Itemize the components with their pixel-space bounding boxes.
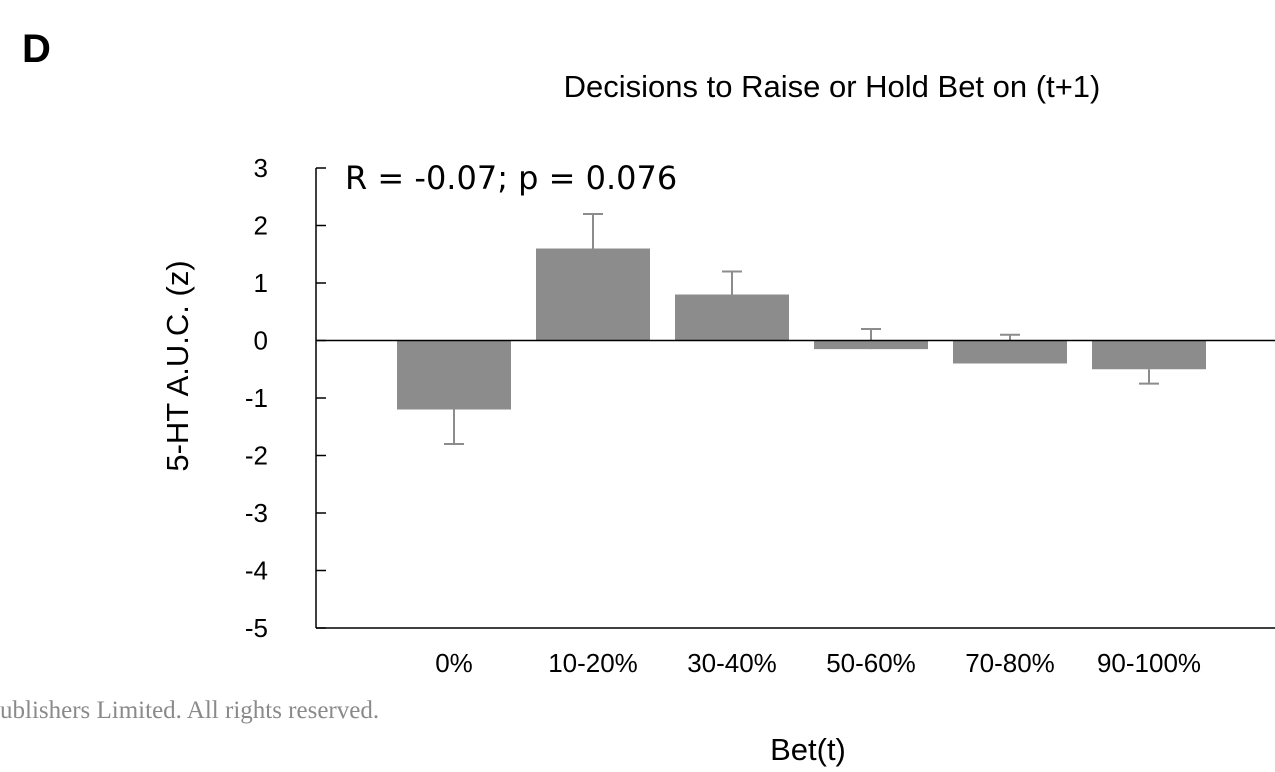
y-axis-label: 5-HT A.U.C. (z) bbox=[160, 260, 195, 471]
y-ticks-layer: 3 2 1 0 -1 -2 -3 -4 -5 bbox=[245, 153, 326, 643]
bar bbox=[397, 340, 511, 410]
chart-title: Decisions to Raise or Hold Bet on (t+1) bbox=[564, 69, 1101, 104]
y-tick-label: 2 bbox=[254, 211, 268, 241]
error-bars-layer bbox=[444, 213, 1159, 445]
y-tick-label: -4 bbox=[245, 556, 268, 586]
y-tick-label: -2 bbox=[245, 441, 268, 471]
x-tick-label: 50-60% bbox=[826, 648, 916, 678]
y-tick-label: -3 bbox=[245, 498, 268, 528]
y-tick-label: 0 bbox=[254, 326, 268, 356]
panel-label: D bbox=[22, 27, 51, 71]
x-tick-label: 90-100% bbox=[1097, 648, 1201, 678]
copyright-notice: ublishers Limited. All rights reserved. bbox=[0, 697, 379, 724]
y-tick-label: 3 bbox=[254, 153, 268, 183]
x-tick-label: 10-20% bbox=[548, 648, 638, 678]
x-tick-label: 30-40% bbox=[687, 648, 777, 678]
bar bbox=[536, 248, 650, 341]
x-ticks-layer: 0% 10-20% 30-40% 50-60% 70-80% 90-100% bbox=[435, 648, 1201, 678]
x-tick-label: 70-80% bbox=[965, 648, 1055, 678]
bar bbox=[675, 294, 789, 341]
x-axis-label: Bet(t) bbox=[770, 732, 846, 767]
y-tick-label: 1 bbox=[254, 268, 268, 298]
x-tick-label: 0% bbox=[435, 648, 473, 678]
bar bbox=[1092, 340, 1206, 370]
y-tick-label: -1 bbox=[245, 383, 268, 413]
bars-layer bbox=[397, 248, 1206, 410]
y-tick-label: -5 bbox=[245, 613, 268, 643]
stats-annotation: R = -0.07; p = 0.076 bbox=[345, 159, 677, 197]
